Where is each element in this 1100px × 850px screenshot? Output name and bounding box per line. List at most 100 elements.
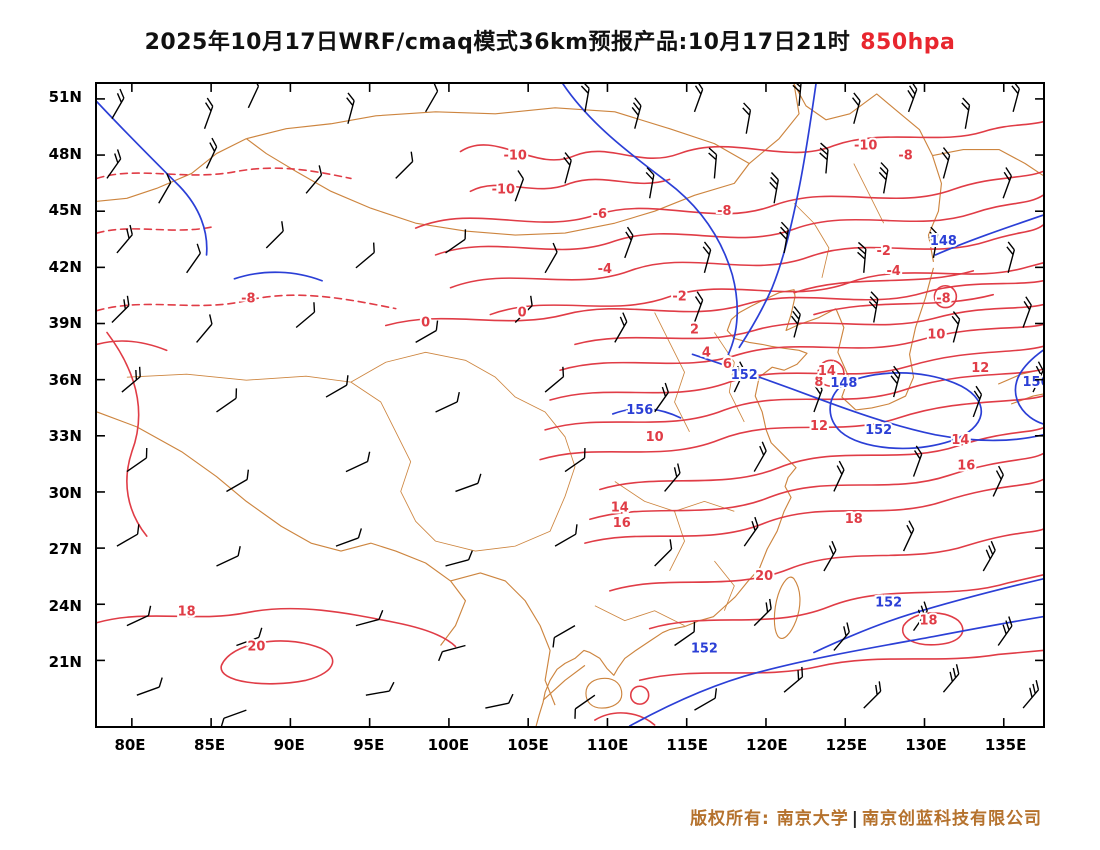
wind-barb [693, 84, 704, 113]
lon-tick-label: 85E [194, 736, 226, 754]
wind-barb [928, 226, 939, 259]
wind-barb [614, 312, 628, 343]
wind-barb-layer [106, 84, 1043, 726]
temp-contour-label: -8 [898, 149, 912, 164]
wind-barb [912, 601, 928, 631]
red-contour-layer [97, 120, 1043, 726]
temp-contour-label: 0 [518, 306, 527, 321]
lon-tick-label: 115E [666, 736, 708, 754]
temp-contour-label: 16 [957, 459, 975, 474]
temp-contour [594, 712, 656, 726]
wind-barb [544, 366, 565, 393]
lon-tick-label: 120E [746, 736, 788, 754]
temp-contour-label: 20 [755, 569, 773, 584]
height-contour-label: 148 [830, 376, 857, 391]
wind-barb [111, 295, 130, 324]
temp-contour [793, 270, 995, 316]
wind-barb [121, 366, 141, 393]
height-contour-loop [829, 372, 982, 450]
wind-barb [833, 622, 850, 651]
height-contour [97, 101, 208, 256]
temp-contour-label: -4 [598, 262, 612, 277]
wind-barb [346, 92, 355, 124]
wind-barb [445, 550, 473, 567]
wind-barb [365, 681, 395, 696]
temp-contour-label: 2 [690, 322, 699, 337]
wind-barb [395, 151, 414, 179]
wind-barb [295, 302, 316, 329]
wind-barb [654, 539, 673, 567]
temp-contour [559, 323, 1043, 372]
temp-contour-label: -8 [717, 204, 731, 219]
wind-barb [733, 361, 746, 393]
temp-contour [97, 607, 457, 648]
wind-barb [753, 441, 767, 472]
temp-contour [459, 120, 1043, 161]
wind-barb [563, 152, 572, 184]
wind-barb [1006, 241, 1016, 274]
wind-barb [823, 540, 837, 572]
wind-barb [878, 162, 889, 194]
height-contour [934, 214, 1043, 256]
temp-contour-label: -8 [241, 292, 255, 307]
wind-barb [116, 224, 133, 254]
wind-barb [236, 627, 263, 647]
wind-barb [792, 84, 802, 106]
wind-barb [415, 320, 439, 343]
wind-barb [126, 447, 148, 473]
height-contour [562, 84, 739, 356]
wind-barb [813, 380, 823, 413]
temp-contour [549, 345, 1043, 401]
wind-barb [942, 664, 960, 693]
wind-barb [111, 88, 125, 120]
wind-barb [907, 84, 918, 113]
lat-tick-label: 27N [48, 540, 82, 558]
wind-barb [868, 291, 879, 323]
temp-contour [584, 478, 1043, 544]
wind-barb [779, 221, 789, 254]
wind-barb [890, 365, 901, 398]
height-contour-label: 152 [731, 368, 758, 383]
temp-contour-label: 18 [919, 614, 937, 629]
wind-barb [902, 520, 915, 552]
wind-barb [106, 149, 122, 179]
temp-contour [106, 331, 148, 537]
height-contour-label: 152 [691, 641, 718, 656]
northeast-border [793, 84, 1043, 176]
temp-contour-label: 14 [611, 500, 629, 515]
copyright-owner: 版权所有: 南京大学 [690, 809, 849, 829]
temp-contour-label: -10 [492, 182, 515, 197]
wind-barb [769, 172, 779, 204]
temp-contour-label: 20 [247, 639, 265, 654]
wind-barb [863, 681, 882, 709]
wind-barb [514, 170, 525, 202]
wind-barb [196, 314, 213, 343]
lat-tick-label: 21N [48, 653, 82, 671]
wind-barb [742, 102, 752, 134]
wind-barb [325, 375, 349, 398]
wind-barb [708, 147, 718, 179]
wind-barb [1032, 361, 1043, 393]
wind-barb [694, 688, 718, 711]
lon-tick-label: 80E [114, 736, 146, 754]
copyright-footer: 版权所有: 南京大学 | 南京创蓝科技有限公司 [690, 804, 1042, 829]
wind-barb [580, 84, 590, 112]
height-contour-label: 152 [865, 423, 892, 438]
temp-contour-label: 0 [421, 316, 430, 331]
temp-contour [97, 294, 397, 312]
temp-contour-label: 8 [814, 375, 823, 390]
temp-contour [638, 649, 1043, 682]
temp-contour-label: 6 [723, 357, 732, 372]
wind-barb [941, 147, 951, 179]
wind-barb [664, 463, 681, 492]
wind-barb [961, 97, 971, 129]
temp-contour-label: 12 [810, 419, 828, 434]
wind-barb [833, 460, 845, 492]
wind-barb [455, 473, 482, 493]
wind-barb [126, 605, 152, 627]
wind-barb [485, 693, 514, 709]
wind-barb [425, 84, 439, 113]
temp-contour-loop [817, 359, 845, 387]
wind-barb [116, 524, 140, 547]
temp-contour-label: 16 [613, 516, 631, 531]
